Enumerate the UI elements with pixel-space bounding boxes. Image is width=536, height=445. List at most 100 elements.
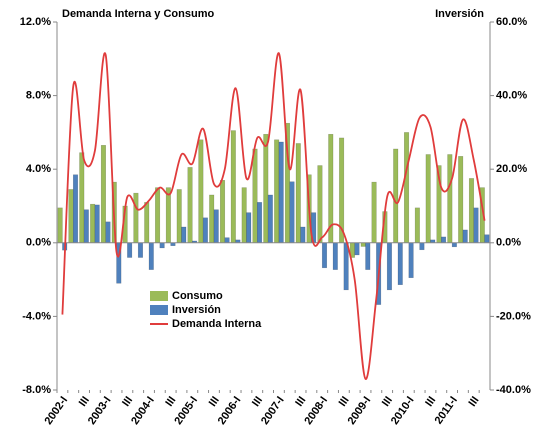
legend-swatch	[150, 291, 168, 301]
bar	[198, 139, 204, 244]
bar	[127, 242, 133, 258]
x-tick-label: 2002-I	[43, 395, 71, 427]
bar	[289, 181, 295, 244]
bar	[105, 221, 111, 244]
bar	[468, 178, 475, 244]
line	[61, 52, 486, 380]
bar	[263, 133, 269, 244]
x-tick-label: 2007-I	[259, 395, 287, 427]
bar	[159, 242, 165, 249]
bar	[332, 242, 338, 270]
bar	[321, 242, 328, 269]
bar	[176, 189, 182, 244]
bar	[137, 242, 143, 258]
x-tick-label: III	[293, 395, 308, 409]
bar	[397, 242, 403, 286]
x-tick-label: III	[250, 395, 265, 409]
bar	[414, 207, 420, 244]
bar	[393, 148, 399, 244]
bar	[317, 165, 323, 244]
bar	[404, 132, 410, 244]
x-tick-label: 2011-I	[433, 395, 460, 427]
x-tick-label: 2009-I	[346, 395, 374, 427]
bar	[278, 141, 284, 244]
bar	[447, 154, 453, 244]
bar	[360, 242, 366, 247]
bar	[252, 148, 258, 244]
x-tick-label: III	[423, 395, 438, 409]
bar	[257, 202, 263, 244]
bar	[274, 139, 280, 244]
bar	[451, 242, 457, 248]
bar	[57, 207, 63, 244]
y-tick-label: 0.0%	[26, 237, 51, 249]
bar	[371, 181, 377, 244]
bar	[295, 143, 301, 244]
bar	[187, 167, 193, 244]
bar	[425, 154, 431, 244]
x-tick-label: 2010-I	[389, 395, 417, 427]
bar	[181, 226, 187, 244]
bar	[213, 209, 219, 244]
bar	[79, 152, 85, 244]
bar	[365, 242, 371, 270]
bar	[408, 242, 414, 279]
bar	[246, 212, 252, 244]
y-tick-label: -8.0%	[22, 384, 51, 396]
y-tick-label: 8.0%	[26, 90, 51, 102]
bar	[100, 145, 106, 244]
bar	[419, 242, 425, 251]
y2-tick-label: 20.0%	[496, 163, 527, 175]
y-axis-title: Demanda Interna y Consumo	[62, 8, 214, 20]
legend-label: Demanda Interna	[172, 318, 262, 330]
y-tick-label: -4.0%	[22, 310, 51, 322]
bar	[241, 187, 247, 244]
bar	[473, 207, 479, 244]
x-tick-label: 2008-I	[302, 395, 330, 427]
x-tick-label: 2004-I	[129, 395, 157, 427]
bar	[224, 237, 230, 244]
bar	[133, 192, 139, 244]
y2-tick-label: 60.0%	[496, 16, 527, 28]
bar	[462, 229, 468, 244]
x-tick-label: III	[207, 395, 222, 409]
bar	[267, 194, 273, 244]
y-tick-label: 4.0%	[26, 163, 51, 175]
y2-tick-label: 40.0%	[496, 90, 527, 102]
legend-swatch	[150, 305, 168, 315]
x-tick-label: 2003-I	[86, 395, 114, 427]
bar	[144, 202, 150, 244]
bar	[386, 242, 392, 291]
bar	[202, 217, 208, 244]
x-tick-label: III	[77, 395, 92, 409]
x-tick-label: 2006-I	[216, 395, 244, 427]
bar	[230, 130, 236, 244]
legend-label: Inversión	[172, 304, 221, 316]
bar	[209, 194, 215, 244]
bar	[343, 242, 349, 291]
bar	[83, 209, 89, 244]
x-tick-label: III	[380, 395, 395, 409]
x-tick-label: III	[337, 395, 352, 409]
x-tick-label: III	[120, 395, 135, 409]
bar	[155, 187, 161, 244]
y2-tick-label: -20.0%	[496, 310, 531, 322]
bar	[148, 242, 154, 270]
bar	[458, 156, 464, 244]
x-tick-label: III	[163, 395, 178, 409]
bar	[94, 204, 100, 244]
y2-axis-title: Inversión	[435, 8, 484, 20]
bar	[219, 179, 226, 244]
bar	[441, 236, 447, 244]
bar	[90, 203, 96, 244]
bar	[165, 187, 171, 244]
bar	[354, 242, 360, 256]
legend-label: Consumo	[172, 290, 223, 302]
bar	[300, 226, 306, 244]
y2-tick-label: -40.0%	[496, 384, 531, 396]
x-tick-label: 2005-I	[172, 395, 200, 427]
bar	[68, 189, 74, 244]
x-tick-label: III	[467, 395, 482, 409]
bar	[72, 174, 79, 244]
